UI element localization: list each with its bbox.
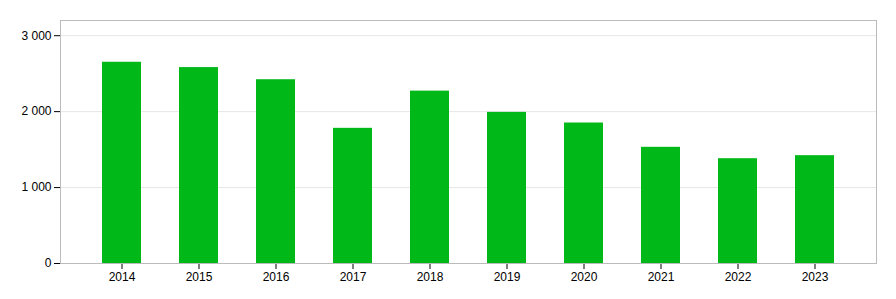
svg-text:2015: 2015	[186, 270, 213, 284]
svg-text:2017: 2017	[340, 270, 367, 284]
svg-text:2022: 2022	[725, 270, 752, 284]
svg-text:3 000: 3 000	[21, 29, 51, 43]
svg-text:2023: 2023	[802, 270, 829, 284]
svg-text:2 000: 2 000	[21, 104, 51, 118]
svg-text:2021: 2021	[648, 270, 675, 284]
svg-text:0: 0	[45, 256, 52, 270]
svg-text:2020: 2020	[571, 270, 598, 284]
svg-text:2019: 2019	[494, 270, 521, 284]
svg-text:2016: 2016	[263, 270, 290, 284]
svg-text:2014: 2014	[109, 270, 136, 284]
svg-text:1 000: 1 000	[21, 180, 51, 194]
svg-text:2018: 2018	[417, 270, 444, 284]
